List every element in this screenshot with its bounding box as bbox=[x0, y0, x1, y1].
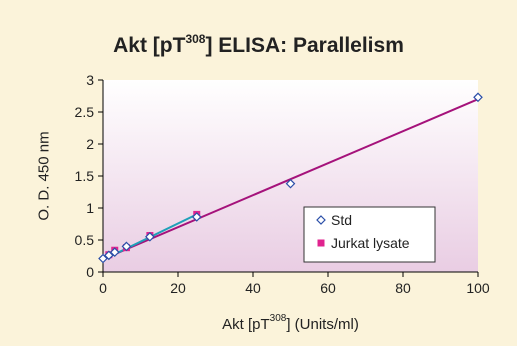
std-point bbox=[145, 231, 155, 242]
std-point bbox=[285, 178, 296, 189]
y-tick-label: 0.5 bbox=[75, 232, 95, 248]
x-axis-label: Akt [pT308] (Units/ml) bbox=[222, 313, 359, 333]
std-point bbox=[473, 92, 483, 103]
std-point bbox=[191, 212, 202, 222]
chart-title: Akt [pT308] ELISA: Parallelism bbox=[113, 32, 404, 57]
legend-jurkat-marker bbox=[317, 239, 325, 247]
std-point bbox=[98, 253, 108, 264]
legend-std-marker bbox=[316, 215, 326, 225]
x-tick-label: 20 bbox=[170, 280, 186, 296]
legend: Std Jurkat lysate bbox=[303, 206, 436, 263]
y-tick-label: 2.5 bbox=[75, 104, 95, 120]
x-tick-label: 60 bbox=[320, 280, 336, 296]
y-tick-label: 0 bbox=[86, 264, 94, 280]
y-tick-label: 2 bbox=[86, 136, 94, 152]
x-tick-label: 80 bbox=[395, 280, 411, 296]
y-tick-label: 1.5 bbox=[75, 168, 95, 184]
x-tick-label: 40 bbox=[245, 280, 261, 296]
legend-label: Std bbox=[331, 212, 352, 228]
x-tick-label: 0 bbox=[99, 280, 107, 296]
std-point bbox=[109, 247, 120, 258]
legend-box bbox=[303, 206, 436, 263]
y-tick-label: 1 bbox=[86, 200, 94, 216]
x-tick-label: 100 bbox=[466, 280, 490, 296]
legend-label: Jurkat lysate bbox=[331, 235, 410, 251]
std-point bbox=[104, 250, 114, 261]
y-tick-label: 3 bbox=[86, 72, 94, 88]
std-point bbox=[121, 241, 132, 252]
